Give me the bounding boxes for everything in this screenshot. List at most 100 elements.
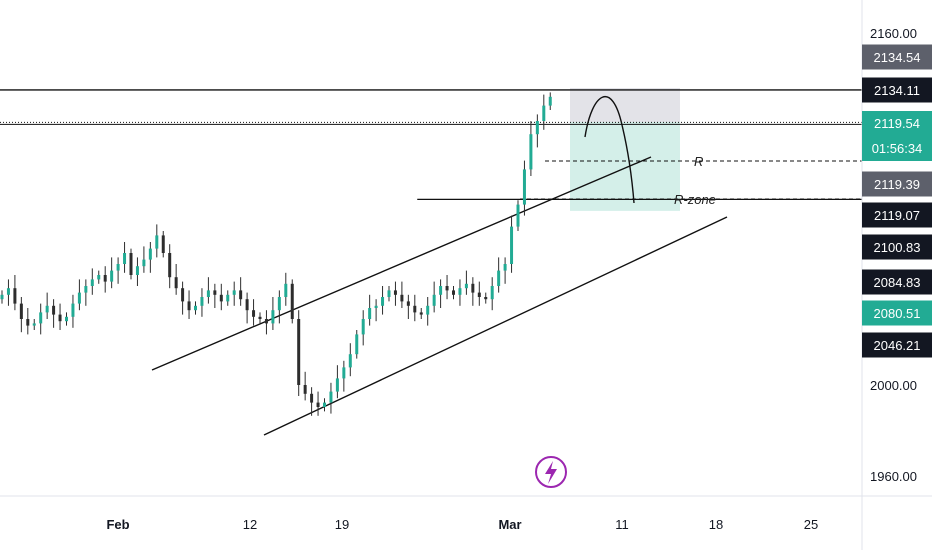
price-label-badge[interactable]: [862, 111, 932, 161]
x-tick-label: 25: [804, 517, 818, 532]
x-tick-label: 11: [615, 517, 629, 532]
candle-body: [0, 294, 4, 300]
candle-body: [65, 316, 68, 322]
candle-body: [452, 290, 455, 295]
candle-body: [26, 319, 30, 326]
candle-body: [374, 305, 378, 308]
price-label-value: 2134.54: [874, 50, 921, 65]
candle-body: [71, 303, 75, 317]
candle-body: [387, 290, 391, 297]
candle-body: [90, 279, 94, 286]
candle-body: [477, 292, 481, 297]
candlestick-series: [0, 92, 552, 416]
candle-body: [219, 294, 223, 302]
y-tick-label: 1960.00: [870, 469, 917, 484]
candle-body: [329, 391, 333, 403]
price-label-badge[interactable]: [862, 202, 932, 228]
candle-body: [290, 283, 294, 319]
price-axis[interactable]: 2160.00 2000.00 1960.00: [870, 26, 917, 484]
candle-body: [84, 286, 88, 293]
candle-body: [155, 235, 159, 249]
candle-body: [406, 301, 410, 306]
price-label-badge[interactable]: [862, 77, 932, 103]
candle-body: [110, 270, 114, 282]
candle-body: [97, 275, 101, 280]
price-label-badge[interactable]: [862, 234, 932, 260]
candle-body: [445, 286, 449, 291]
candle-body: [213, 290, 217, 295]
x-tick-label: 12: [243, 517, 257, 532]
candle-body: [148, 248, 152, 260]
candle-body: [484, 297, 488, 300]
candle-body: [194, 305, 197, 311]
candle-body: [58, 314, 62, 322]
candle-body: [361, 319, 365, 335]
candle-body: [355, 334, 359, 355]
price-label-badge[interactable]: [862, 171, 932, 197]
candle-body: [252, 310, 256, 317]
x-tick-label: 18: [709, 517, 723, 532]
candle-body: [548, 96, 552, 106]
annotation-r-zone[interactable]: R-zone: [674, 192, 716, 207]
price-label-value: 2084.83: [874, 275, 921, 290]
candle-body: [19, 303, 23, 319]
candle-body: [116, 264, 120, 271]
price-label-value: 2046.21: [874, 338, 921, 353]
candle-body: [323, 402, 326, 407]
annotation-r[interactable]: R: [694, 154, 703, 169]
countdown-timer: 01:56:34: [872, 141, 923, 156]
stop-zone[interactable]: [570, 88, 680, 123]
price-label-value: 2119.54: [874, 116, 920, 131]
candle-body: [13, 288, 17, 304]
candle-body: [426, 305, 430, 315]
price-label-badge[interactable]: [862, 300, 932, 326]
candle-body: [419, 312, 423, 315]
price-labels: 2134.54 2134.11 2119.54 01:56:34 2119.39 2119…: [862, 44, 932, 358]
candle-body: [45, 305, 49, 313]
lightning-logo-icon[interactable]: [535, 456, 567, 488]
candle-body: [342, 367, 346, 379]
candle-body: [284, 283, 288, 297]
channel-upper-trendline[interactable]: [151, 156, 652, 371]
channel-lower-trendline[interactable]: [263, 216, 728, 436]
y-tick-label: 2000.00: [870, 378, 917, 393]
candle-body: [471, 283, 475, 293]
candle-body: [368, 308, 372, 319]
candle-body: [413, 305, 417, 313]
x-tick-label: Feb: [106, 517, 129, 532]
candle-body: [123, 253, 127, 264]
price-label-value: 2119.07: [874, 208, 920, 223]
candle-body: [310, 393, 314, 403]
candle-body: [503, 264, 507, 271]
price-label-value: 2100.83: [874, 240, 921, 255]
candle-body: [516, 204, 520, 227]
candle-body: [181, 288, 185, 302]
projection-arc[interactable]: [584, 96, 635, 204]
candle-body: [297, 319, 301, 385]
candle-body: [174, 277, 178, 289]
candle-body: [277, 297, 281, 311]
candle-body: [161, 235, 165, 253]
price-label-badge[interactable]: [862, 332, 932, 358]
candle-body: [458, 288, 462, 295]
time-axis[interactable]: Feb 12 19 Mar 11 18 25: [106, 517, 818, 532]
price-label-value: 2080.51: [874, 306, 921, 321]
price-label-badge[interactable]: [862, 44, 932, 70]
plot-area[interactable]: [0, 0, 862, 496]
x-tick-label: Mar: [498, 517, 521, 532]
candle-body: [103, 275, 107, 282]
price-label-badge[interactable]: [862, 269, 932, 295]
candle-body: [535, 121, 539, 135]
candle-body: [142, 259, 146, 267]
candle-body: [264, 319, 268, 324]
candle-body: [271, 310, 275, 324]
candle-body: [497, 270, 501, 286]
candle-body: [32, 323, 36, 326]
candle-body: [400, 294, 404, 302]
candle-body: [206, 290, 210, 297]
candle-body: [239, 290, 243, 300]
y-tick-label: 2160.00: [870, 26, 917, 41]
candle-body: [335, 378, 339, 392]
